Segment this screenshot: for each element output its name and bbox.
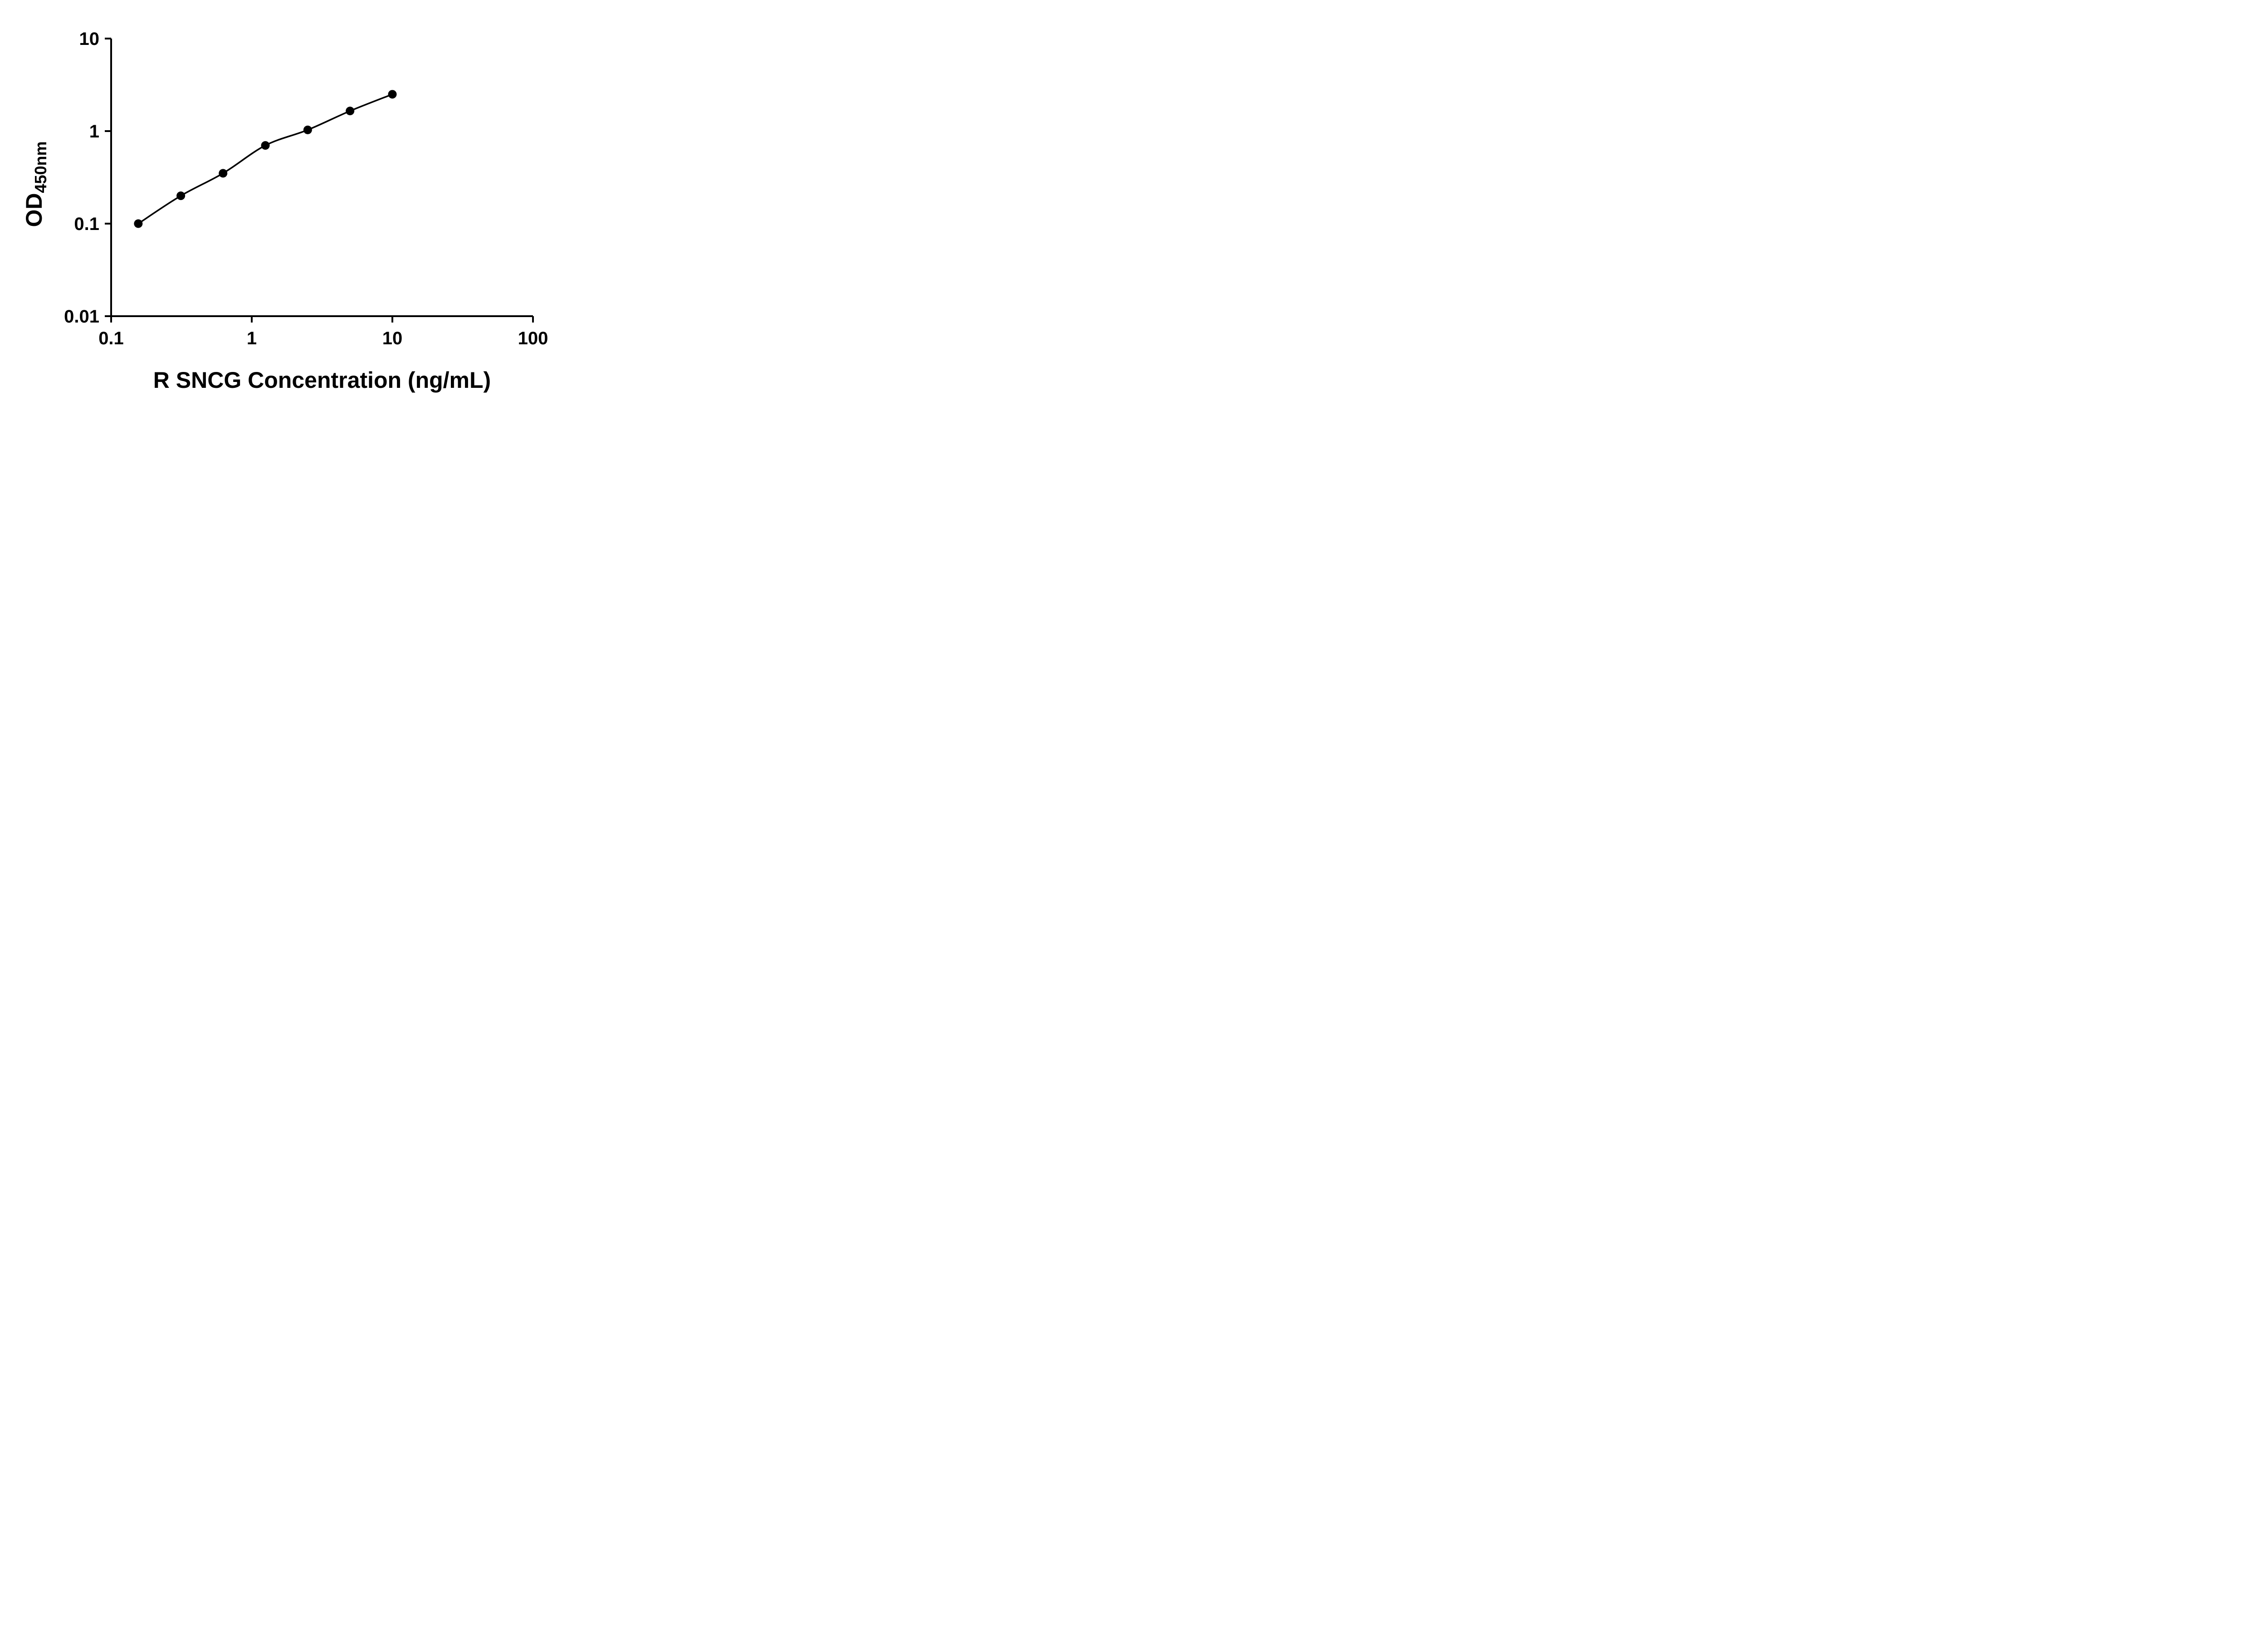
data-point — [388, 90, 397, 99]
data-point — [303, 125, 312, 134]
elisa-standard-curve-figure: 0.1 1 10 100 0.01 0.1 1 10 R SNCG Concentration … — [0, 0, 583, 408]
x-tick-label: 10 — [382, 328, 403, 348]
y-tick-label: 10 — [79, 29, 100, 49]
data-point — [176, 191, 186, 200]
x-tick-label: 100 — [518, 328, 548, 348]
x-axis-label: R SNCG Concentration (ng/mL) — [153, 367, 491, 393]
data-point — [134, 219, 143, 228]
y-axis-label-main: OD — [21, 193, 47, 227]
data-point — [346, 107, 355, 116]
curve-line — [137, 93, 393, 225]
x-tick-label: 0.1 — [98, 328, 124, 348]
x-tick-label: 1 — [247, 328, 257, 348]
y-axis-label: OD450nm — [21, 141, 50, 227]
y-tick-label: 0.1 — [74, 214, 99, 234]
y-tick-label: 1 — [89, 122, 99, 142]
y-axis-label-subscript: 450nm — [31, 141, 50, 193]
y-tick-label: 0.01 — [64, 307, 99, 327]
data-point — [219, 169, 228, 178]
data-point — [261, 141, 270, 150]
